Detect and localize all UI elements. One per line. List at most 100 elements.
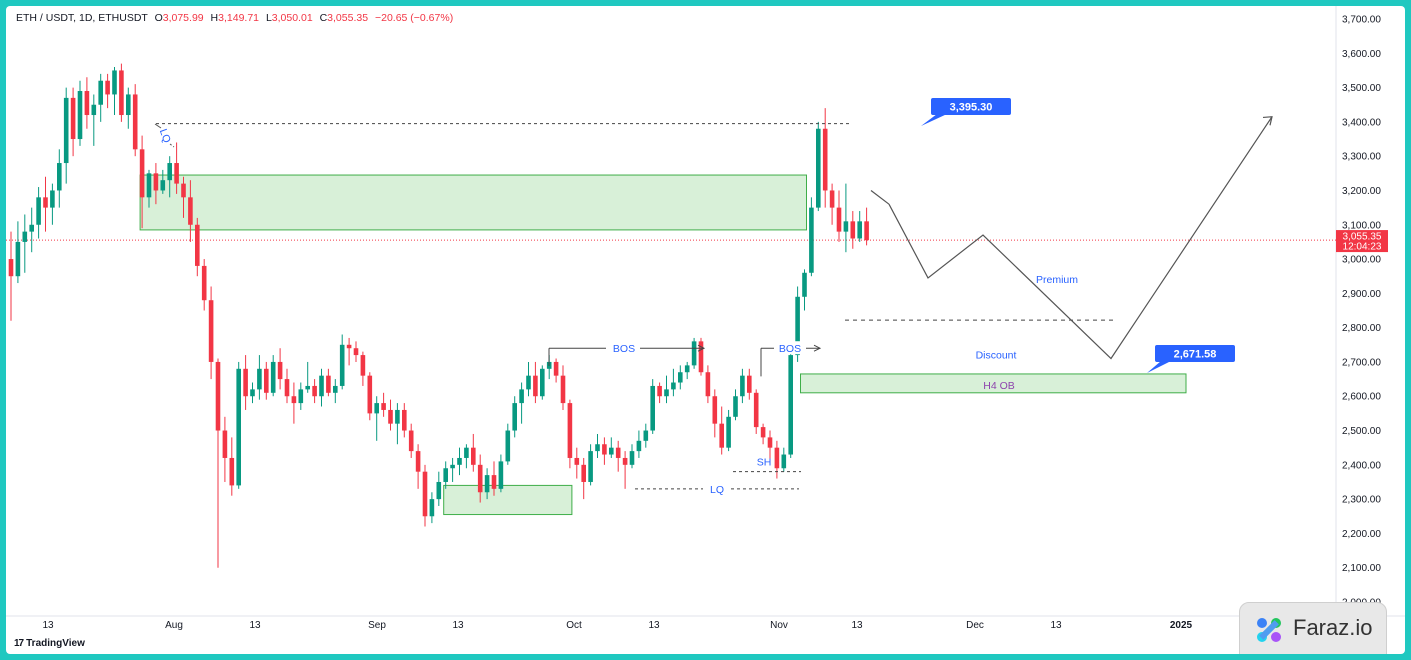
candle-body [257,368,262,390]
candle-body [622,457,628,465]
candle-body [146,173,152,198]
change-value: −20.65 (−0.67%) [374,12,454,24]
price-tick-label: 3,700.00 [1342,15,1381,26]
candle-body [664,389,669,397]
time-tick-label: 13 [648,620,660,631]
candle-body [733,396,738,417]
candle-body [119,70,124,116]
candle-body [477,464,483,493]
lq-top-tail [169,143,175,148]
candle-body [174,163,179,184]
candle-body [698,341,704,373]
candle-body [360,355,366,376]
candle-body [326,375,331,393]
candle-body [740,375,745,397]
candle-body [312,385,317,397]
candle-body [588,451,593,482]
candle-body [691,341,697,366]
candle-body [519,389,524,404]
price-tick-label: 3,400.00 [1342,117,1381,128]
time-tick-label: Dec [966,620,984,631]
price-tick-label: 3,300.00 [1342,152,1381,163]
candle-body [319,375,324,397]
candle-body [553,361,559,376]
candle-body [788,355,793,455]
candle-body [671,382,676,390]
candle-body [629,451,635,465]
candle-body [829,190,835,208]
candle-body [367,375,373,414]
price-tick-label: 2,100.00 [1342,563,1381,574]
demand-zone-sep [443,484,573,516]
candle-body [781,454,787,469]
faraz-logo-icon [1257,618,1281,642]
candle-body [8,259,14,277]
countdown-value: 12:04:23 [1343,242,1382,253]
discount-label: Discount [976,350,1017,362]
candle-body [643,430,649,441]
candle-body [84,91,90,116]
bos-1-label: BOS [613,343,635,355]
bos-2-arrowhead [813,344,822,352]
candle-body [760,427,766,438]
candle-body [22,231,28,242]
candle-body [809,207,814,273]
faraz-wordmark: Faraz.io [1293,615,1373,640]
candle-body [284,379,290,397]
candle-body [98,80,103,105]
target-low-callout-label: 2,671.58 [1174,349,1217,361]
price-tick-label: 2,400.00 [1342,460,1381,471]
lq-top-tick [154,123,162,129]
time-tick-label: 2025 [1170,620,1193,631]
candle-body [395,409,400,424]
candle-body [747,375,752,393]
price-tick-label: 2,200.00 [1342,529,1381,540]
candle-body [684,365,690,373]
price-tick-label: 2,300.00 [1342,495,1381,506]
candle-body [195,224,200,266]
tradingview-icon: 17 [14,638,24,649]
candle-body [36,197,41,225]
price-tick-label: 3,100.00 [1342,220,1381,231]
lq-bottom-bg [703,482,731,495]
candle-body [422,471,428,517]
candle-body [767,437,773,448]
tradingview-logo[interactable]: 17 TradingView [14,638,85,649]
faraz-watermark: Faraz.io [1239,602,1387,654]
candle-body [181,183,186,198]
bos-1-bg [606,341,640,355]
bos-2-bg [774,341,806,355]
bos-1-arrowhead [697,344,706,352]
projection-start [870,189,890,205]
candle-body [505,430,511,462]
candle-body [91,104,97,116]
time-tick-label: 13 [851,620,863,631]
candle-body [864,221,869,241]
target-low-callout-box [1155,345,1235,362]
sh-label: SH [757,457,772,469]
chart-canvas[interactable]: 3,700.00 3,600.00 3,500.00 3,400.00 3,300.00… [6,6,1405,654]
candle-body [353,348,359,356]
candle-body [243,368,248,397]
symbol-name[interactable]: ETH / USDT, 1D, ETHUSDT [16,12,148,24]
candle-body [112,70,117,95]
time-tick-label: 13 [452,620,464,631]
price-tick-label: 3,500.00 [1342,83,1381,94]
candle-body [201,265,207,301]
candle-body [339,344,345,386]
candle-body [388,409,393,424]
candle-body [126,94,131,116]
candle-body [636,440,642,452]
candle-body [346,344,352,349]
low-value: 3,050.01 [271,12,313,24]
candle-body [153,173,159,191]
candle-body [215,361,221,431]
candle-body [374,403,379,414]
candle-body [188,197,193,225]
projection-path [888,116,1273,360]
candle-body [712,396,718,424]
candle-body [429,499,435,517]
time-tick-label: 13 [1050,620,1062,631]
time-tick-label: Aug [165,620,183,631]
candle-body [567,403,573,458]
